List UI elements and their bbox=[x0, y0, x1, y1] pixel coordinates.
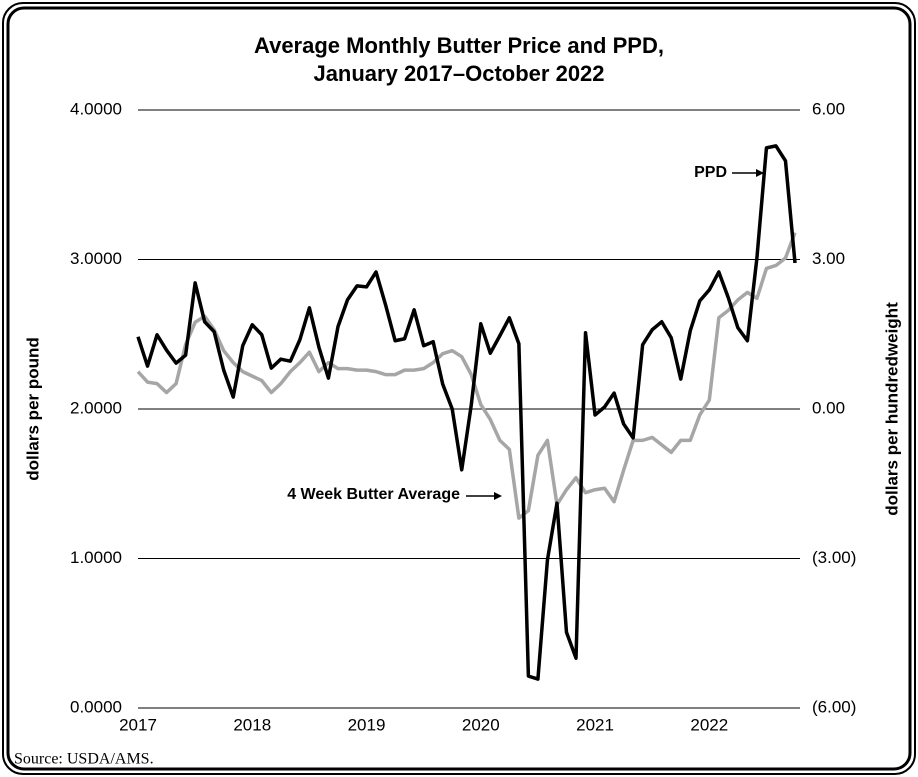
annotation-arrowhead bbox=[756, 169, 764, 177]
chart-title-line: Average Monthly Butter Price and PPD, bbox=[254, 33, 664, 58]
y2-tick-label: 0.00 bbox=[812, 398, 845, 417]
inner-frame bbox=[6, 6, 912, 771]
y-tick-label: 1.0000 bbox=[70, 548, 122, 567]
x-tick-label: 2020 bbox=[462, 715, 500, 734]
annotation: PPD bbox=[694, 164, 727, 181]
chart-title-line: January 2017–October 2022 bbox=[313, 61, 604, 86]
y-tick-label: 2.0000 bbox=[70, 398, 122, 417]
x-tick-label: 2017 bbox=[119, 715, 157, 734]
y2-tick-label: 3.00 bbox=[812, 249, 845, 268]
y2-axis-title: dollars per hundredweight bbox=[882, 302, 901, 516]
x-tick-label: 2021 bbox=[576, 715, 614, 734]
x-tick-label: 2019 bbox=[348, 715, 386, 734]
y-axis-title: dollars per pound bbox=[23, 337, 42, 481]
x-tick-label: 2022 bbox=[690, 715, 728, 734]
annotation-arrowhead bbox=[494, 492, 502, 500]
series-line bbox=[136, 144, 797, 681]
y2-tick-label: (3.00) bbox=[812, 548, 856, 567]
annotation: 4 Week Butter Average bbox=[287, 486, 460, 503]
series-line bbox=[136, 231, 797, 520]
y-tick-label: 0.0000 bbox=[70, 697, 122, 716]
y2-tick-label: 6.00 bbox=[812, 99, 845, 118]
x-tick-label: 2018 bbox=[233, 715, 271, 734]
y-tick-label: 3.0000 bbox=[70, 249, 122, 268]
source-note: Source: USDA/AMS. bbox=[14, 751, 154, 768]
y2-tick-label: (6.00) bbox=[812, 697, 856, 716]
y-tick-label: 4.0000 bbox=[70, 99, 122, 118]
